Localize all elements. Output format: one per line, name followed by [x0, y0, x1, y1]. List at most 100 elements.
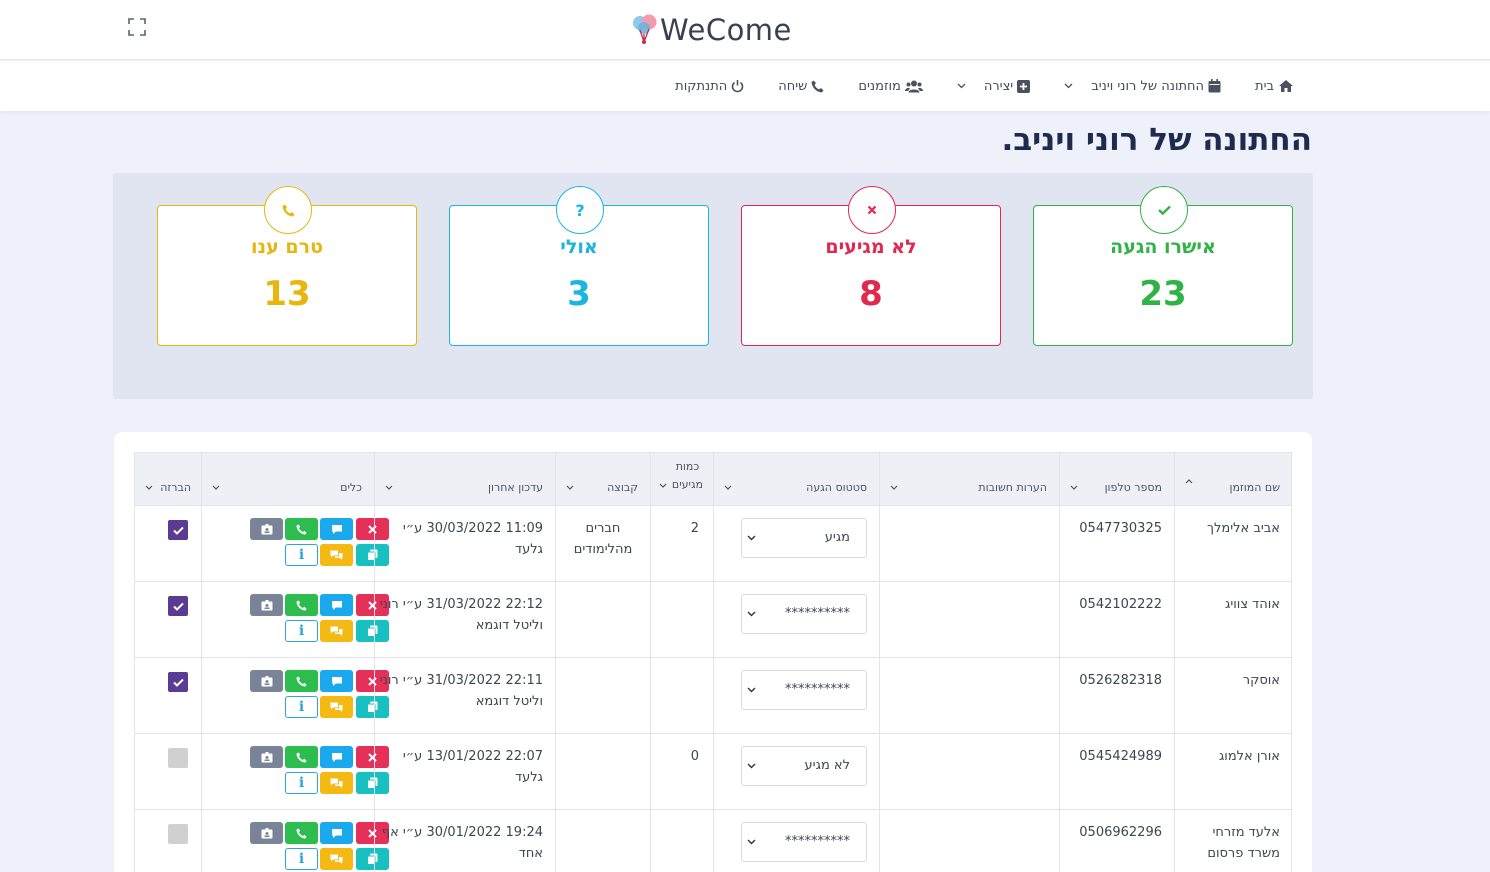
- call-button[interactable]: [285, 518, 318, 540]
- info-button[interactable]: i: [285, 772, 318, 794]
- brand-logo[interactable]: WeCome: [632, 10, 792, 50]
- bold-checkbox[interactable]: [168, 824, 188, 844]
- status-select[interactable]: **********: [741, 594, 867, 634]
- id-card-button[interactable]: [250, 670, 283, 692]
- guest-phone: 0526282318: [1079, 673, 1162, 688]
- call-button[interactable]: [285, 594, 318, 616]
- message-button[interactable]: [320, 670, 353, 692]
- bold-checkbox[interactable]: [168, 672, 188, 692]
- info-button[interactable]: i: [285, 848, 318, 870]
- copy-icon: [367, 777, 378, 789]
- stat-card-declined[interactable]: לא מגיעים 8: [741, 186, 1001, 346]
- call-button[interactable]: [285, 670, 318, 692]
- phone-icon: [296, 751, 307, 763]
- header-updated[interactable]: עדכון אחרון: [374, 453, 555, 506]
- chat-button[interactable]: [320, 620, 353, 642]
- message-button[interactable]: [320, 518, 353, 540]
- id-card-button[interactable]: [250, 746, 283, 768]
- nav-create[interactable]: יצירה: [957, 79, 1031, 94]
- comments-icon: [330, 626, 343, 637]
- header-group-label: קבוצה: [607, 481, 638, 494]
- chevron-down-icon: [566, 485, 574, 490]
- status-select[interactable]: **********: [741, 670, 867, 710]
- status-select[interactable]: לא מגיע: [741, 746, 867, 786]
- chevron-down-icon: [747, 611, 756, 617]
- copy-button[interactable]: [356, 620, 389, 642]
- home-icon: [1279, 80, 1293, 92]
- chevron-down-icon: [747, 839, 756, 845]
- status-select[interactable]: מגיע: [741, 518, 867, 558]
- chevron-down-icon: [1070, 485, 1078, 490]
- message-button[interactable]: [320, 746, 353, 768]
- fullscreen-icon[interactable]: [126, 16, 148, 38]
- header-bold[interactable]: הברזה: [135, 453, 201, 506]
- copy-button[interactable]: [356, 696, 389, 718]
- header-tools[interactable]: כלים: [201, 453, 374, 506]
- header-count-line1: כמות: [675, 460, 700, 473]
- info-button[interactable]: i: [285, 544, 318, 566]
- copy-button[interactable]: [356, 848, 389, 870]
- cell-bold: [135, 582, 201, 658]
- chevron-down-icon: [145, 485, 153, 490]
- delete-button[interactable]: [356, 594, 389, 616]
- nav-event[interactable]: החתונה של רוני ויניב: [1064, 79, 1221, 94]
- guest-phone: 0547730325: [1079, 521, 1162, 536]
- phone-icon: [811, 80, 824, 92]
- guest-name: אלעד מזרחי משרד פרסום: [1207, 822, 1280, 864]
- copy-icon: [367, 701, 378, 713]
- stat-card-confirmed[interactable]: אישרו הגעה 23: [1033, 186, 1293, 346]
- header-name[interactable]: שם המוזמן: [1174, 453, 1292, 506]
- bold-checkbox[interactable]: [168, 596, 188, 616]
- table-row: i 22:11 31/03/2022 ע״י רוני וליטל דוגמא ***…: [135, 658, 1291, 734]
- chat-button[interactable]: [320, 772, 353, 794]
- stat-label: אישרו הגעה: [1110, 236, 1216, 258]
- info-icon: i: [298, 851, 305, 867]
- copy-button[interactable]: [356, 772, 389, 794]
- info-button[interactable]: i: [285, 620, 318, 642]
- nav-call[interactable]: שיחה: [778, 79, 824, 94]
- chat-button[interactable]: [320, 696, 353, 718]
- bold-checkbox[interactable]: [168, 748, 188, 768]
- status-value: לא מגיע: [804, 758, 850, 773]
- copy-button[interactable]: [356, 544, 389, 566]
- nav-event-label: החתונה של רוני ויניב: [1091, 78, 1205, 94]
- bold-checkbox[interactable]: [168, 520, 188, 540]
- id-card-button[interactable]: [250, 822, 283, 844]
- call-button[interactable]: [285, 746, 318, 768]
- header-notes[interactable]: הערות חשובות: [879, 453, 1059, 506]
- id-card-button[interactable]: [250, 518, 283, 540]
- message-button[interactable]: [320, 822, 353, 844]
- id-card-button[interactable]: [250, 594, 283, 616]
- header-status[interactable]: סטטוס הגעה: [713, 453, 879, 506]
- cell-status: מגיע: [713, 506, 879, 582]
- message-button[interactable]: [320, 594, 353, 616]
- stat-card-maybe[interactable]: ? אולי 3: [449, 186, 709, 346]
- comments-icon: [330, 854, 343, 865]
- call-button[interactable]: [285, 822, 318, 844]
- chat-button[interactable]: [320, 848, 353, 870]
- id-card-icon: [261, 751, 273, 763]
- nav-guests[interactable]: מוזמנים: [858, 79, 923, 94]
- last-updated: 11:09 30/03/2022 ע״י גלעד: [403, 518, 543, 560]
- nav-home[interactable]: בית: [1255, 79, 1294, 94]
- cell-notes: [879, 810, 1059, 872]
- last-updated-line1: 22:07 13/01/2022 ע״י: [402, 749, 543, 764]
- cell-group: [555, 734, 650, 810]
- chevron-down-icon: [957, 83, 966, 89]
- phone-icon: [296, 675, 307, 687]
- header-phone[interactable]: מספר טלפון: [1059, 453, 1174, 506]
- cell-bold: [135, 506, 201, 582]
- stat-value: 8: [859, 274, 883, 314]
- status-value: **********: [785, 606, 850, 621]
- chat-button[interactable]: [320, 544, 353, 566]
- cell-notes: [879, 582, 1059, 658]
- cell-notes: [879, 658, 1059, 734]
- table-row: i 11:09 30/03/2022 ע״י גלעד חברים מהלימודים 2…: [135, 506, 1291, 582]
- header-count[interactable]: כמות מגיעים: [650, 453, 713, 506]
- guest-name: אוסקר: [1243, 670, 1280, 691]
- status-select[interactable]: **********: [741, 822, 867, 862]
- stat-card-pending[interactable]: טרם ענו 13: [157, 186, 417, 346]
- nav-logout[interactable]: התנתקות: [675, 79, 744, 94]
- info-button[interactable]: i: [285, 696, 318, 718]
- header-group[interactable]: קבוצה: [555, 453, 650, 506]
